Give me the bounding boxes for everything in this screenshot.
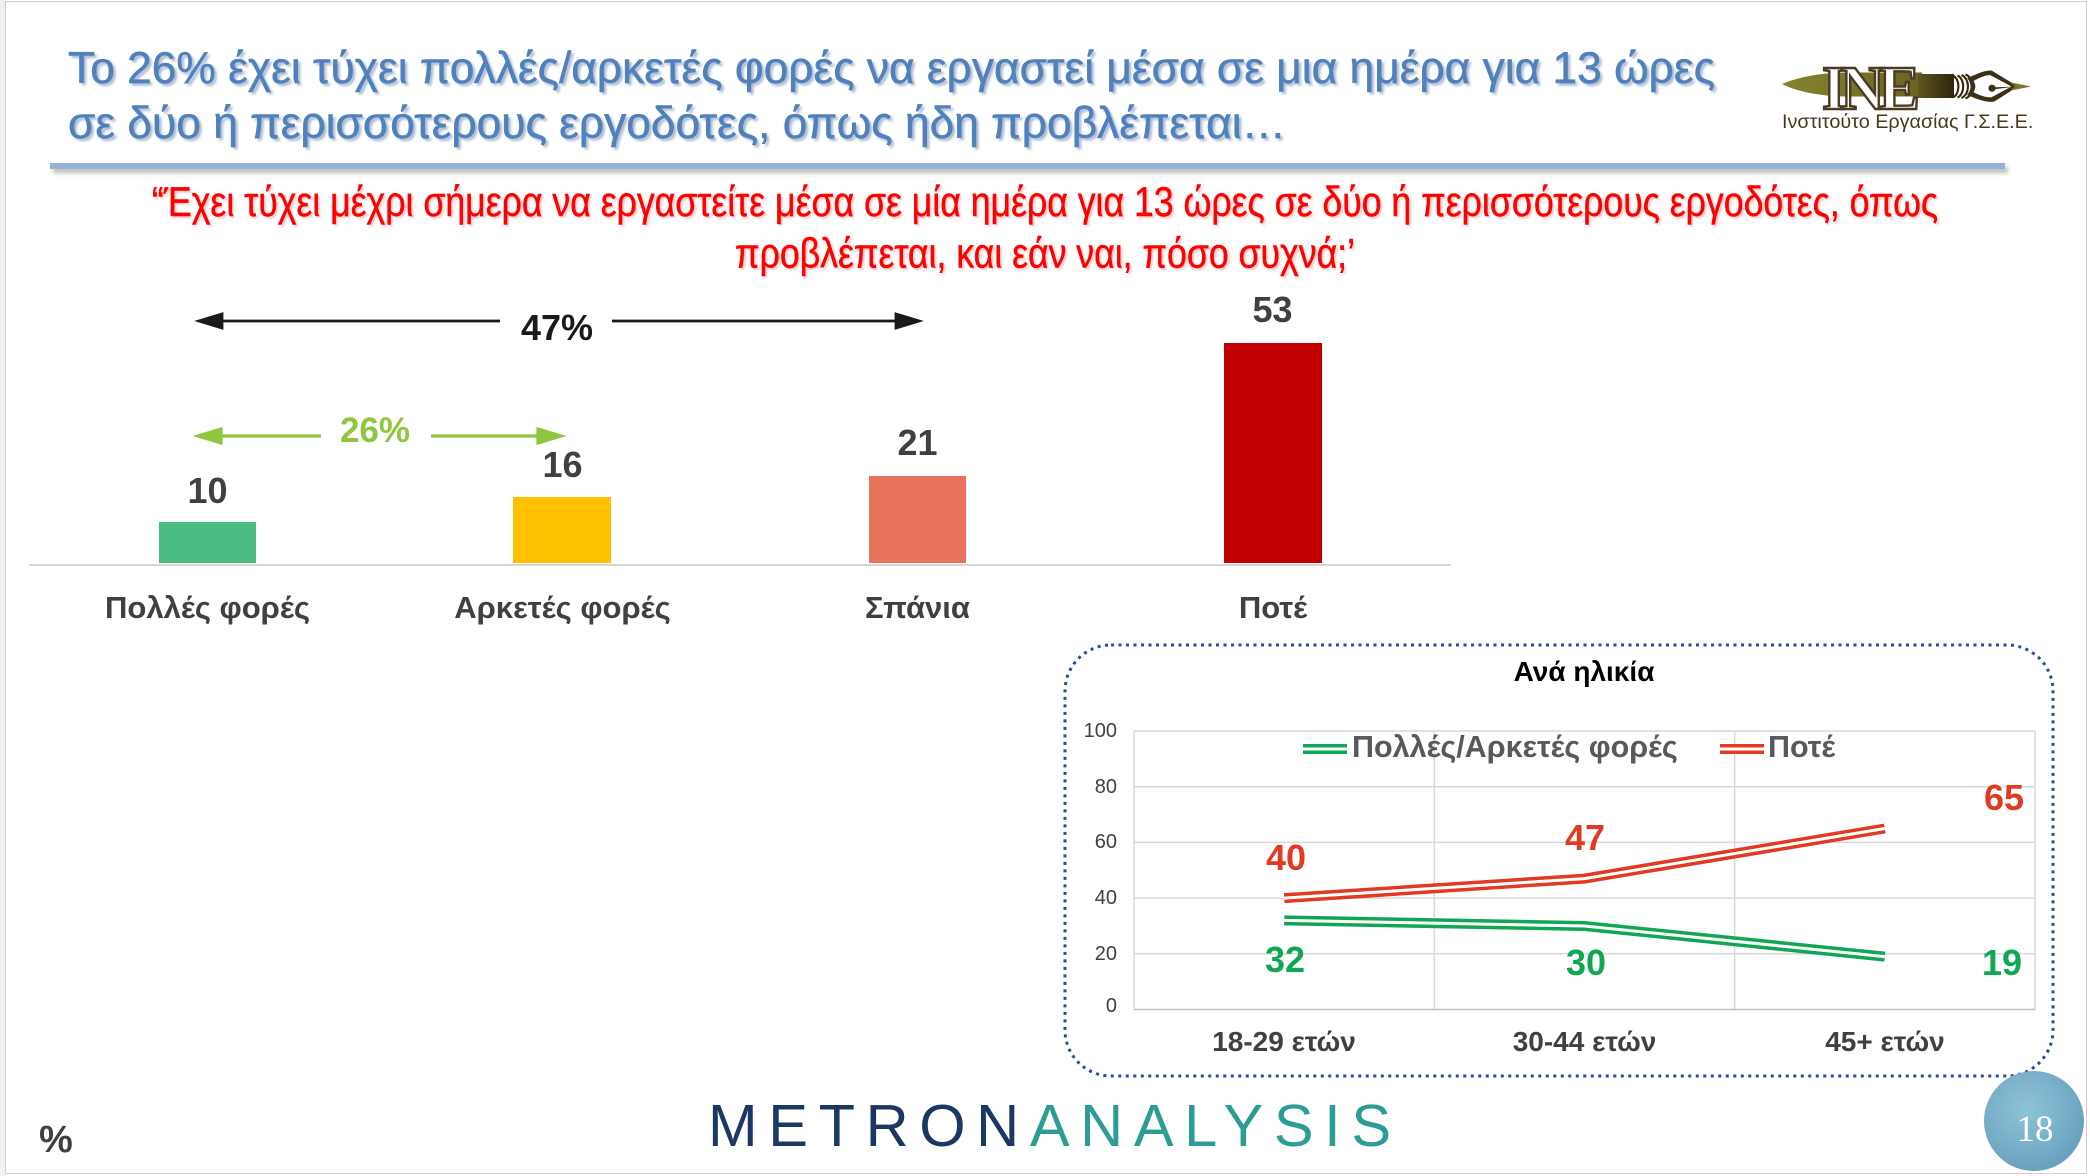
svg-text:Ινστιτούτο Εργασίας Γ.Σ.Ε.Ε.: Ινστιτούτο Εργασίας Γ.Σ.Ε.Ε. <box>1782 111 2033 133</box>
svg-text:INE: INE <box>1822 55 1920 123</box>
